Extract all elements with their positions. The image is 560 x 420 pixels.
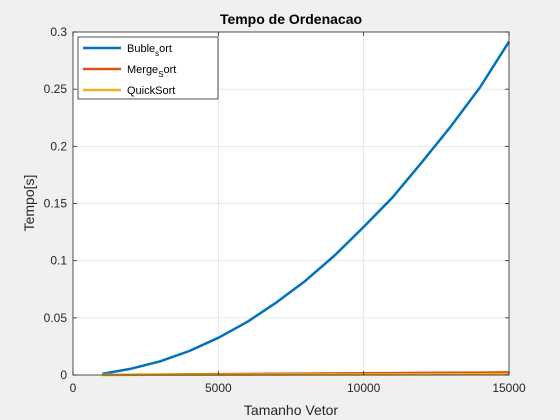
- x-tick-label: 10000: [347, 381, 381, 395]
- series-line-buble: [101, 41, 511, 376]
- y-axis-label: Tempo[s]: [21, 175, 37, 232]
- y-tick-label: 0.1: [50, 254, 67, 268]
- x-axis-label: Tamanho Vetor: [244, 402, 339, 418]
- chart-title: Tempo de Ordenacao: [220, 11, 362, 27]
- x-tick-label: 0: [70, 381, 77, 395]
- y-tick-label: 0.15: [44, 197, 68, 211]
- x-tick-label: 5000: [205, 381, 232, 395]
- y-tick-label: 0.3: [50, 25, 67, 39]
- legend-label: QuickSort: [127, 85, 175, 97]
- x-tick-label: 15000: [492, 381, 526, 395]
- axis-ticks: 0 5000 10000 15000 0 0.05 0.1 0.15 0.2 0.25 0.3: [44, 25, 526, 395]
- y-tick-label: 0.05: [44, 311, 68, 325]
- y-tick-label: 0: [60, 368, 67, 382]
- y-tick-label: 0.25: [44, 82, 68, 96]
- legend: Bublesort MergeSort QuickSort: [77, 36, 219, 100]
- y-tick-label: 0.2: [50, 139, 67, 153]
- legend-label: Bublesort: [127, 43, 172, 58]
- legend-label: MergeSort: [127, 64, 176, 79]
